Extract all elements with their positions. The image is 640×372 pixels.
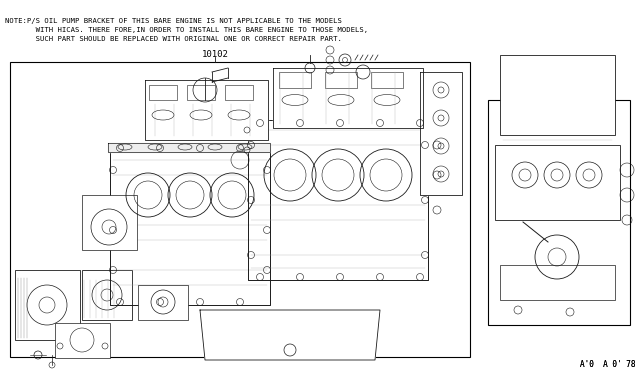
Bar [488,100,630,325]
Text: A'0  A 0' 78: A'0 A 0' 78 [579,360,635,369]
Polygon shape [248,120,428,280]
Text: 10103: 10103 [545,90,572,99]
Bar [500,55,615,135]
Bar [15,270,80,340]
Bar [495,145,620,220]
Bar [187,85,215,100]
Text: SUCH PART SHOULD BE REPLACED WITH ORIGINAL ONE OR CORRECT REPAIR PART.: SUCH PART SHOULD BE REPLACED WITH ORIGIN… [5,36,342,42]
Polygon shape [108,143,270,152]
Bar [325,72,357,88]
Text: NOTE:P/S OIL PUMP BRACKET OF THIS BARE ENGINE IS NOT APPLICABLE TO THE MODELS: NOTE:P/S OIL PUMP BRACKET OF THIS BARE E… [5,18,342,24]
Bar [279,72,311,88]
Polygon shape [145,80,268,140]
Polygon shape [273,68,423,128]
Bar [10,62,470,357]
Polygon shape [420,72,462,195]
Bar [500,265,615,300]
Bar [82,195,137,250]
Polygon shape [200,310,380,360]
Text: WITH HICAS. THERE FORE,IN ORDER TO INSTALL THIS BARE ENGINE TO THOSE MODELS,: WITH HICAS. THERE FORE,IN ORDER TO INSTA… [5,27,368,33]
Text: A'0  A 0' 78: A'0 A 0' 78 [579,360,635,369]
Bar [371,72,403,88]
Bar [149,85,177,100]
Bar [55,323,110,358]
Bar [138,285,188,320]
Polygon shape [110,145,270,305]
Text: 10102: 10102 [202,50,228,59]
Bar [82,270,132,320]
Bar [225,85,253,100]
